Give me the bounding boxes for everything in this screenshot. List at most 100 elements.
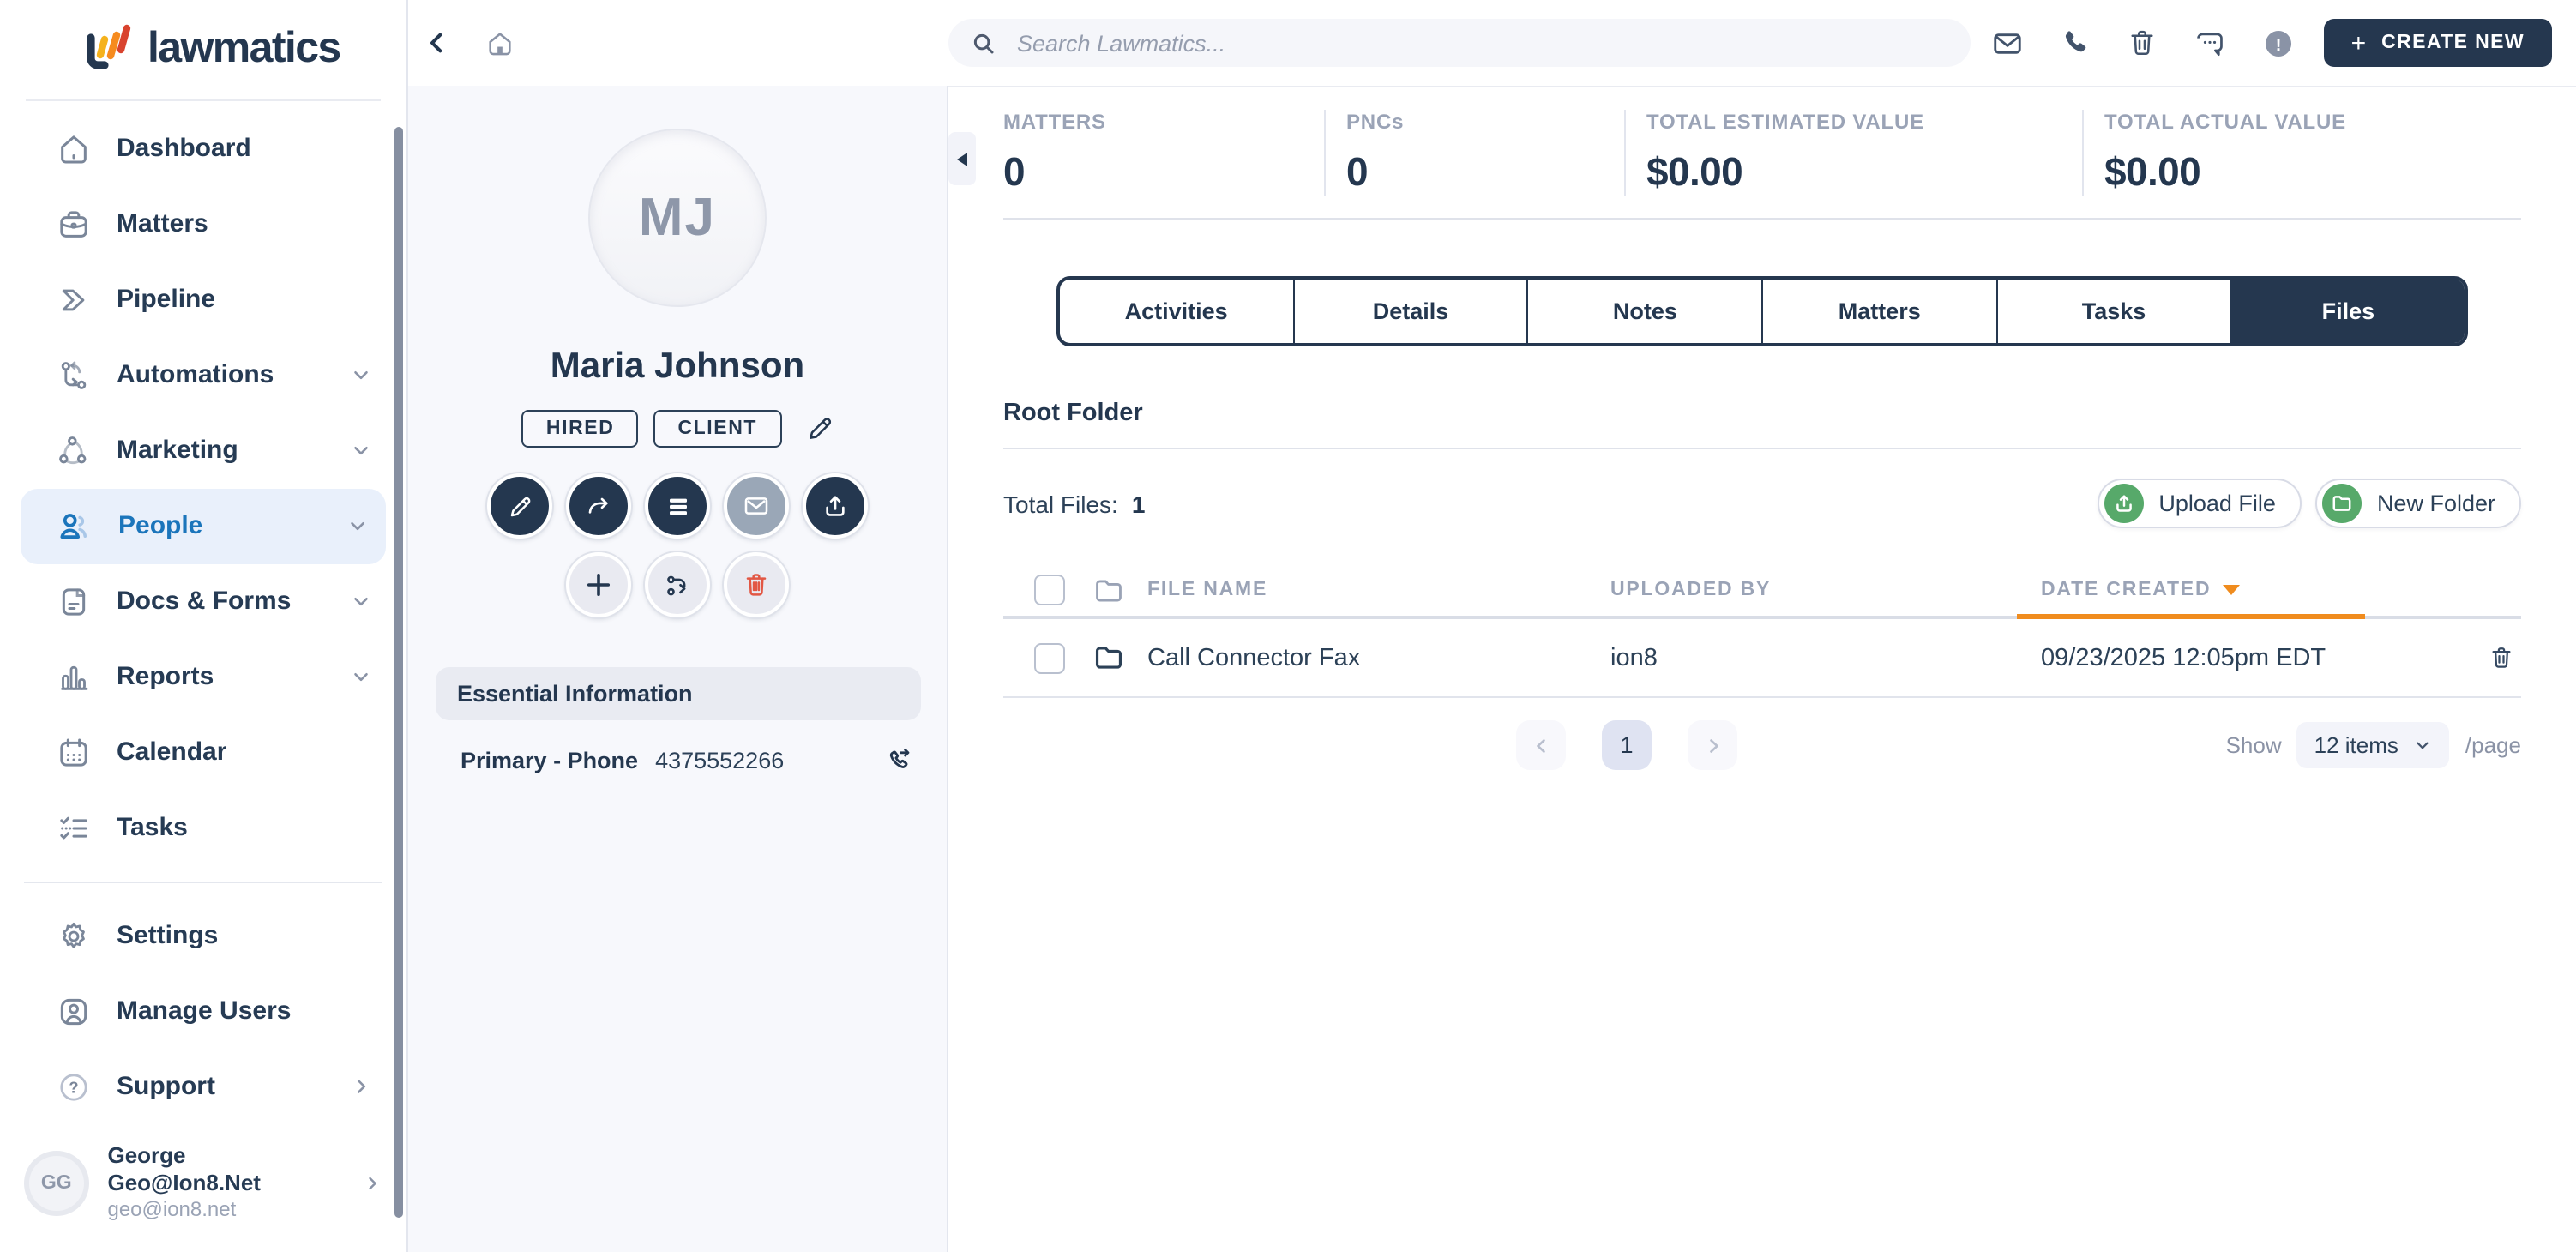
user-name: George Geo@Ion8.Net [107, 1141, 261, 1196]
pager: 1 [1516, 720, 1737, 770]
column-date-created-label: DATE CREATED [2041, 580, 2212, 600]
previous-page-button[interactable] [1516, 720, 1566, 770]
logo[interactable]: lawmatics [26, 0, 381, 101]
root-folder-divider [1003, 448, 2521, 449]
user-identity: George Geo@Ion8.Net geo@ion8.net [107, 1142, 343, 1225]
sidebar-item-automations[interactable]: Automations [0, 338, 406, 413]
essential-information-header: Essential Information [435, 667, 920, 720]
sidebar-item-settings[interactable]: Settings [0, 899, 406, 974]
upload-file-button[interactable]: Upload File [2097, 479, 2302, 528]
search-input[interactable] [1014, 28, 1948, 57]
sidebar-item-docs-forms[interactable]: Docs & Forms [0, 564, 406, 640]
gear-icon [57, 919, 91, 954]
marketing-icon [57, 434, 91, 468]
convert-button[interactable] [566, 473, 631, 539]
phone-label: Primary - Phone [460, 748, 639, 773]
chevron-down-icon [2414, 736, 2433, 755]
stat-value: $0.00 [2104, 149, 2201, 194]
phone-icon[interactable] [2060, 27, 2091, 58]
column-file-name[interactable]: FILE NAME [1147, 580, 1268, 600]
stat-value: 0 [1003, 149, 1026, 194]
files-toolbar: Total Files: 1 Upload File New Folder [1003, 479, 2521, 528]
sidebar-item-dashboard[interactable]: Dashboard [0, 111, 406, 187]
trash-icon[interactable] [2127, 27, 2158, 58]
call-phone-icon[interactable] [884, 746, 913, 775]
sidebar-item-people[interactable]: People [21, 488, 386, 564]
edit-tags-pencil-icon[interactable] [805, 415, 833, 442]
sidebar-item-label: Matters [117, 209, 208, 239]
create-new-label: CREATE NEW [2381, 33, 2525, 53]
sidebar-item-tasks[interactable]: Tasks [0, 791, 406, 866]
bar-chart-icon [57, 660, 91, 695]
sidebar-item-label: Dashboard [117, 134, 251, 164]
global-search[interactable] [948, 19, 1971, 67]
envelope-icon [743, 492, 770, 520]
tab-matters[interactable]: Matters [1761, 280, 1995, 343]
chevron-down-icon [346, 515, 369, 538]
folder-icon [2321, 484, 2362, 523]
tab-files[interactable]: Files [2230, 280, 2465, 343]
sidebar-item-matters[interactable]: Matters [0, 187, 406, 262]
sidebar-item-manage-users[interactable]: Manage Users [0, 974, 406, 1050]
date-created-cell: 09/23/2025 12:05pm EDT [2041, 644, 2326, 671]
panel-collapse-button[interactable] [948, 132, 976, 185]
delete-file-trash-icon[interactable] [2489, 645, 2514, 671]
create-new-button[interactable]: + CREATE NEW [2323, 19, 2552, 67]
column-uploaded-by[interactable]: UPLOADED BY [1610, 580, 1772, 600]
alert-icon[interactable]: ! [2262, 27, 2295, 59]
envelope-icon[interactable] [1991, 27, 2024, 59]
sidebar-item-calendar[interactable]: Calendar [0, 715, 406, 791]
edit-file-pencil-icon[interactable] [2441, 645, 2466, 671]
sidebar-item-support[interactable]: ? Support [0, 1050, 406, 1125]
tag-client[interactable]: CLIENT [653, 410, 782, 448]
sidebar-divider [24, 881, 382, 883]
page-number-current[interactable]: 1 [1602, 720, 1652, 770]
svg-text:?: ? [69, 1078, 78, 1096]
tab-details[interactable]: Details [1292, 280, 1526, 343]
profile-actions-row-2 [566, 552, 789, 617]
files-table: FILE NAME UPLOADED BY DATE CREATED Call … [1003, 564, 2521, 698]
automation-branch-button[interactable] [645, 552, 710, 617]
delete-contact-button[interactable] [724, 552, 789, 617]
essential-information-section: Essential Information Primary - Phone 43… [435, 667, 920, 775]
file-name-cell[interactable]: Call Connector Fax [1147, 644, 1361, 671]
chat-icon[interactable] [2194, 27, 2226, 59]
folder-icon [1092, 574, 1147, 606]
tag-hired[interactable]: HIRED [521, 410, 639, 448]
user-initials: GG [40, 1172, 72, 1194]
contact-profile-panel: MJ Maria Johnson HIRED CLIENT [408, 86, 948, 1252]
sidebar-collapse-icon[interactable] [424, 29, 451, 57]
pencil-icon [507, 493, 533, 519]
items-per-page-select[interactable]: 12 items [2296, 722, 2450, 768]
briefcase-icon [57, 208, 91, 242]
calendar-icon [57, 736, 91, 770]
sidebar-user[interactable]: GG George Geo@Ion8.Net geo@ion8.net [0, 1125, 406, 1252]
sidebar-item-reports[interactable]: Reports [0, 640, 406, 715]
tag-row: HIRED CLIENT [521, 410, 833, 448]
content-area: ! + CREATE NEW MJ Maria Johnson HIRED CL… [408, 0, 2576, 1252]
profile-tabs: Activities Details Notes Matters Tasks F… [1056, 276, 2468, 346]
next-page-button[interactable] [1688, 720, 1737, 770]
tab-notes[interactable]: Notes [1526, 280, 1761, 343]
new-folder-button[interactable]: New Folder [2314, 479, 2521, 528]
sidebar-item-marketing[interactable]: Marketing [0, 413, 406, 489]
new-folder-label: New Folder [2376, 491, 2495, 516]
sidebar-scrollbar[interactable] [394, 127, 403, 1218]
tab-tasks[interactable]: Tasks [1995, 280, 2230, 343]
content-row: MJ Maria Johnson HIRED CLIENT [408, 86, 2576, 1252]
sidebar-item-label: Support [117, 1072, 215, 1102]
row-checkbox[interactable] [1034, 642, 1065, 673]
user-avatar: GG [24, 1150, 89, 1216]
file-row[interactable]: Call Connector Fax ion8 09/23/2025 12:05… [1003, 619, 2521, 698]
stats-row: MATTERS 0 PNCs 0 TOTAL ESTIMATED VALUE $… [1003, 87, 2521, 196]
matters-stack-button[interactable] [645, 473, 710, 539]
sidebar-item-pipeline[interactable]: Pipeline [0, 262, 406, 338]
select-all-checkbox[interactable] [1034, 575, 1065, 605]
add-button[interactable] [566, 552, 631, 617]
export-button[interactable] [803, 473, 868, 539]
contact-name: Maria Johnson [550, 346, 805, 386]
column-date-created[interactable]: DATE CREATED [2041, 580, 2411, 600]
home-breadcrumb-icon[interactable] [485, 28, 515, 57]
tab-activities[interactable]: Activities [1124, 298, 1228, 324]
edit-contact-button[interactable] [487, 473, 552, 539]
